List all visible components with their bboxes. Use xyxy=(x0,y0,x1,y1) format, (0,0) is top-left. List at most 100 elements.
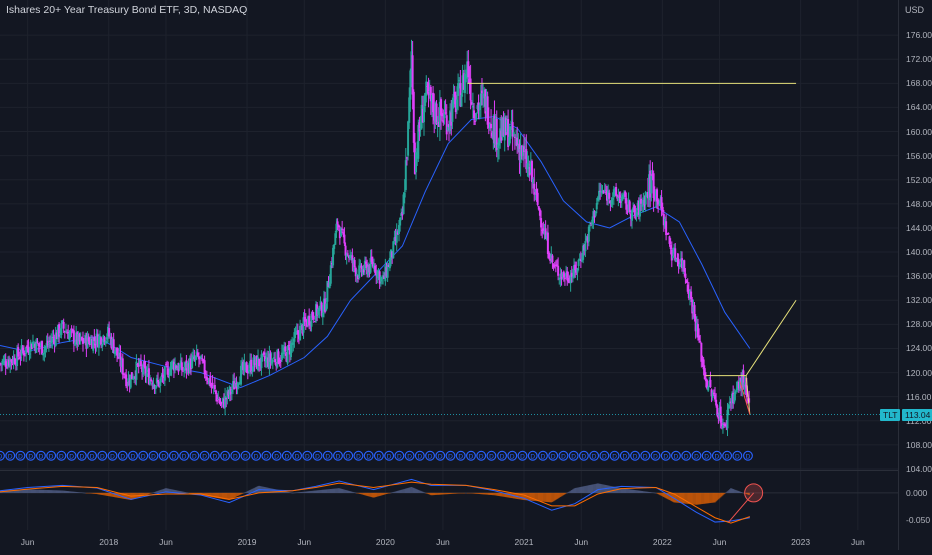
macd-histogram-bar xyxy=(608,485,611,493)
macd-histogram-bar xyxy=(555,492,557,500)
projection-leg xyxy=(739,381,751,415)
circle-marker-label: D xyxy=(438,453,443,460)
macd-histogram-bar xyxy=(430,492,432,496)
macd-histogram-bar xyxy=(327,489,330,493)
candle-body xyxy=(450,112,453,126)
candle-body xyxy=(59,333,62,335)
macd-histogram-bar xyxy=(682,492,684,504)
macd-histogram-bar xyxy=(489,492,491,495)
macd-histogram-bar xyxy=(565,492,567,494)
pane-separator[interactable] xyxy=(0,470,898,471)
macd-histogram-bar xyxy=(67,491,70,493)
candle-body xyxy=(411,55,414,95)
candle-body xyxy=(407,121,410,156)
macd-histogram-bar xyxy=(405,488,407,493)
macd-histogram-bar xyxy=(581,486,583,493)
macd-histogram-bar xyxy=(655,492,657,494)
candle-body xyxy=(621,194,624,200)
macd-histogram-bar xyxy=(304,491,307,493)
candle-body xyxy=(387,264,390,267)
price-tick-label: 104.00 xyxy=(906,464,932,474)
candle-body xyxy=(505,119,508,133)
macd-histogram-bar xyxy=(38,489,41,493)
candle-body xyxy=(258,358,261,367)
candle-body xyxy=(611,197,614,200)
macd-histogram-bar xyxy=(703,492,706,504)
circle-marker xyxy=(333,450,343,461)
candle-body xyxy=(27,346,30,353)
candle-body xyxy=(60,323,63,335)
macd-histogram-bar xyxy=(696,492,698,505)
candle-body xyxy=(208,378,211,385)
macd-histogram-bar xyxy=(408,487,411,493)
macd-histogram-bar xyxy=(29,489,32,493)
circle-marker xyxy=(589,450,600,461)
macd-histogram-bar xyxy=(17,489,19,493)
macd-histogram-bar xyxy=(233,492,235,498)
candle-body xyxy=(210,385,213,387)
candle-body xyxy=(410,51,413,72)
candle-body xyxy=(255,355,258,369)
candle-body xyxy=(149,378,152,385)
circle-marker xyxy=(681,450,692,461)
candle-body xyxy=(161,374,164,377)
candle-body xyxy=(264,359,267,363)
macd-histogram-bar xyxy=(62,490,65,493)
macd-histogram-bar xyxy=(522,492,524,500)
candle-body xyxy=(105,337,108,340)
candle-body xyxy=(291,342,294,346)
candle-body xyxy=(551,255,554,263)
candle-body xyxy=(38,344,41,347)
macd-histogram-bar xyxy=(169,489,172,493)
macd-histogram-bar xyxy=(497,492,499,496)
macd-histogram-bar xyxy=(181,491,183,493)
candle-body xyxy=(486,96,489,125)
macd-histogram-bar xyxy=(577,487,580,493)
candle-body xyxy=(536,192,539,205)
candle-body xyxy=(654,190,657,201)
macd-histogram-bar xyxy=(633,489,636,493)
macd-histogram-bar xyxy=(688,492,690,504)
candle-body xyxy=(675,258,678,263)
macd-histogram-bar xyxy=(91,492,93,494)
candle-body xyxy=(266,357,269,361)
circle-marker xyxy=(599,450,610,461)
candle-body xyxy=(557,265,560,276)
candle-body xyxy=(588,225,591,227)
candle-body xyxy=(461,75,464,93)
candle-body xyxy=(619,199,622,203)
macd-histogram-bar xyxy=(402,489,405,493)
candle-body xyxy=(661,206,664,212)
macd-histogram-bar xyxy=(700,492,703,505)
candle-body xyxy=(189,358,192,370)
candle-body xyxy=(112,339,115,354)
macd-histogram-bar xyxy=(531,492,533,501)
candle-body xyxy=(707,386,710,391)
candle-body xyxy=(54,332,57,346)
macd-histogram-bar xyxy=(392,492,395,493)
circle-marker-label: D xyxy=(715,453,720,460)
circle-marker-label: D xyxy=(500,453,505,460)
macd-histogram-bar xyxy=(622,488,624,493)
price-tick-label: 124.00 xyxy=(906,343,932,354)
macd-histogram-bar xyxy=(589,485,591,493)
candle-body xyxy=(384,265,387,282)
candle-body xyxy=(263,355,266,362)
macd-histogram-bar xyxy=(253,487,256,493)
macd-histogram-bar xyxy=(741,492,744,493)
candle-body xyxy=(560,273,563,279)
circle-marker xyxy=(558,450,569,461)
candle-body xyxy=(393,237,396,242)
candle-body xyxy=(241,363,244,367)
macd-histogram-bar xyxy=(34,489,37,493)
macd-histogram-bar xyxy=(452,492,455,494)
candle-body xyxy=(313,321,316,323)
candle-body xyxy=(39,343,42,347)
macd-histogram-bar xyxy=(411,487,414,493)
macd-histogram-bar xyxy=(492,492,495,496)
candle-body xyxy=(448,124,450,128)
macd-histogram-bar xyxy=(468,492,471,494)
candle-body xyxy=(651,173,654,177)
macd-histogram-bar xyxy=(343,489,346,493)
